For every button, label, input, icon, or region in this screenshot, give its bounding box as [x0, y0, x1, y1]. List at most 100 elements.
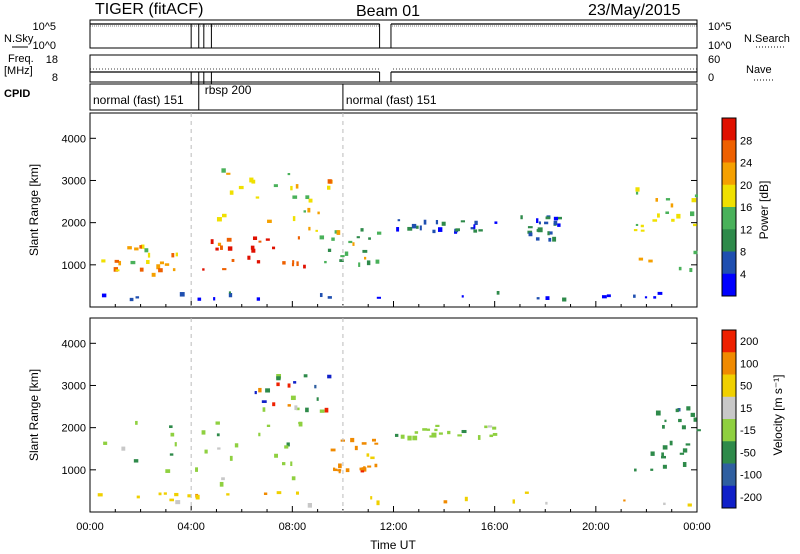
echo-cell — [339, 259, 344, 262]
echo-cell — [314, 384, 317, 389]
echo-cell — [296, 261, 299, 267]
echo-cell — [158, 268, 163, 273]
echo-cell — [473, 224, 476, 229]
echo-cell — [371, 438, 376, 442]
echo-cell — [296, 407, 300, 411]
echo-cell — [319, 293, 323, 298]
echo-cell — [201, 430, 206, 435]
echo-cell — [675, 408, 679, 413]
colorbar-tick-label: -15 — [740, 425, 756, 437]
echo-cell — [464, 496, 468, 502]
echo-cell — [366, 260, 371, 266]
echo-cell — [340, 255, 345, 258]
echo-cell — [400, 434, 405, 439]
echo-cell — [492, 432, 498, 436]
echo-cell — [640, 224, 644, 228]
echo-cell — [489, 434, 494, 438]
echo-cell — [210, 239, 214, 245]
echo-cell — [432, 229, 436, 234]
echo-cell — [662, 464, 667, 469]
echo-cell — [272, 246, 276, 250]
date-title: 23/May/2015 — [588, 2, 681, 19]
colorbar-swatch — [722, 229, 736, 252]
echo-cell — [129, 297, 134, 302]
echo-cell — [366, 453, 370, 457]
echo-cell — [226, 172, 231, 175]
echo-cell — [165, 469, 171, 473]
nsky-gap — [379, 21, 391, 47]
echo-cell — [527, 226, 533, 229]
echo-cell — [686, 406, 691, 411]
power-ylabel: Slant Range [km] — [27, 164, 41, 256]
colorbar-tick-label: -200 — [740, 492, 762, 504]
echo-cell — [336, 230, 341, 235]
echo-cell — [419, 225, 422, 231]
nsky-tick-top: 10^5 — [32, 21, 56, 33]
echo-cell — [234, 443, 239, 448]
echo-cell — [435, 219, 439, 225]
echo-cell — [536, 297, 540, 300]
echo-cell — [170, 432, 175, 437]
colorbar-swatch — [722, 441, 736, 464]
time-x-axis: 00:00 04:00 08:00 12:00 16:00 20:00 00:00 — [76, 521, 711, 533]
echo-cell — [407, 435, 412, 441]
echo-cell — [538, 221, 541, 225]
echo-cell — [454, 230, 458, 234]
cpid-marks: normal (fast) 151 rbsp 200 normal (fast) 1… — [93, 83, 437, 110]
echo-cell — [665, 198, 671, 201]
echo-cell — [305, 407, 309, 413]
echo-cell — [690, 412, 695, 417]
colorbar-swatch — [722, 140, 736, 163]
echo-cell — [141, 244, 145, 249]
echo-cell — [644, 296, 648, 299]
y-tick-label: 3000 — [62, 175, 86, 187]
y-tick-label: 3000 — [62, 380, 86, 392]
echo-cell — [376, 296, 382, 299]
echo-cell — [394, 433, 399, 437]
echo-cell — [367, 465, 372, 468]
echo-cell — [655, 410, 661, 416]
x-tick-label: 00:00 — [76, 521, 104, 533]
echo-cell — [473, 229, 478, 233]
echo-cell — [135, 420, 138, 425]
echo-cell — [650, 451, 655, 456]
echo-cell — [307, 503, 312, 508]
nave-tick-top: 60 — [708, 54, 720, 66]
echo-cell — [139, 245, 142, 249]
echo-cell — [213, 297, 216, 301]
echo-cell — [693, 417, 697, 422]
echo-cell — [290, 395, 296, 401]
echo-cell — [601, 295, 607, 299]
echo-cell — [101, 259, 106, 263]
echo-cell — [494, 221, 498, 224]
echo-cell — [623, 499, 626, 502]
x-axis-label: Time UT — [370, 538, 416, 552]
echo-cell — [665, 211, 670, 214]
echo-cell — [552, 236, 557, 242]
echo-cell — [447, 430, 451, 435]
echo-cell — [678, 418, 682, 423]
echo-cell — [553, 216, 559, 221]
echo-cell — [258, 387, 262, 393]
echo-cell — [307, 207, 311, 213]
velocity-frame — [89, 317, 698, 513]
colorbar-tick-label: 12 — [740, 224, 752, 236]
colorbar-tick-label: 24 — [740, 158, 752, 170]
echo-cell — [319, 235, 325, 240]
echo-cell — [204, 449, 208, 454]
echo-cell — [350, 437, 355, 443]
colorbar-swatch — [722, 330, 736, 353]
echo-cell — [437, 227, 443, 232]
colorbar-swatch — [722, 251, 736, 275]
echo-cell — [220, 245, 223, 250]
echo-cell — [295, 184, 299, 189]
echo-cell — [163, 492, 167, 495]
y-tick-label: 2000 — [62, 218, 86, 230]
echo-cell — [545, 296, 550, 300]
echo-cell — [327, 296, 332, 299]
y-tick-label: 4000 — [62, 133, 86, 145]
echo-cell — [337, 469, 342, 472]
echo-cell — [202, 268, 205, 271]
echo-cell — [179, 292, 185, 297]
x-tick-label: 08:00 — [279, 521, 307, 533]
